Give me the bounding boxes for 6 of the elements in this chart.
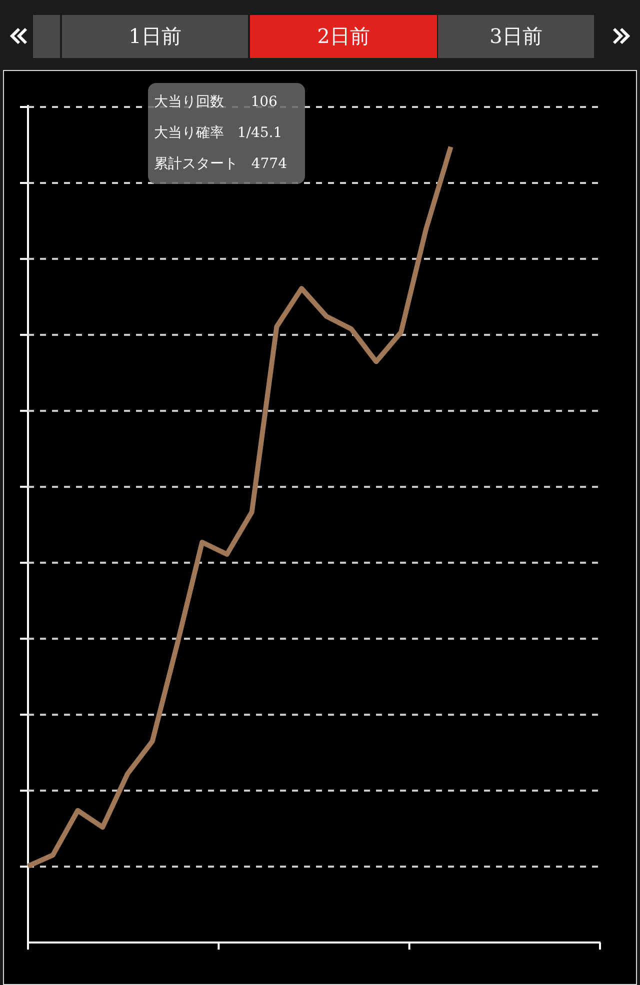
text: 1日前: [62, 15, 248, 58]
text: 大当り確率 1/45.1: [153, 124, 284, 143]
annotation: 累計スタート 4774: [153, 155, 288, 174]
text: 3日前: [438, 15, 594, 58]
text: 2日前: [250, 15, 437, 58]
text: 大当り回数 106: [153, 93, 278, 112]
